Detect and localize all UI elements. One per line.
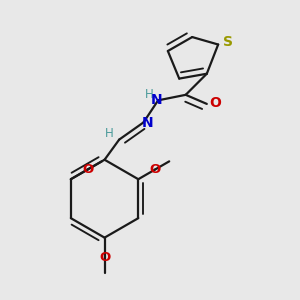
Text: H: H (145, 88, 153, 101)
Text: O: O (149, 163, 161, 176)
Text: S: S (223, 35, 233, 49)
Text: O: O (82, 163, 93, 176)
Text: O: O (209, 96, 221, 110)
Text: O: O (99, 250, 110, 264)
Text: N: N (151, 93, 162, 107)
Text: H: H (105, 127, 114, 140)
Text: N: N (142, 116, 153, 130)
